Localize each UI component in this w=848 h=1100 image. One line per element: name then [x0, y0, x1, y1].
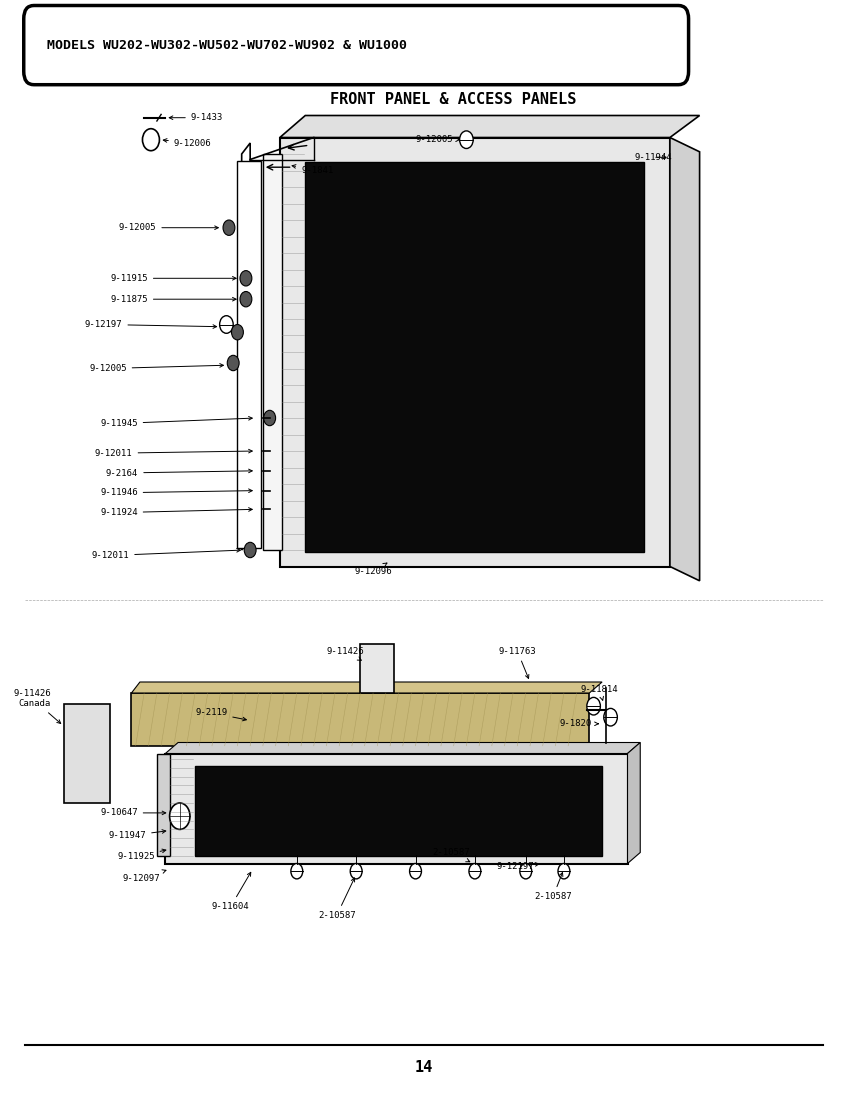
Circle shape	[604, 708, 617, 726]
Text: 9-1433: 9-1433	[170, 113, 223, 122]
Text: 2-10587: 2-10587	[318, 878, 355, 920]
FancyBboxPatch shape	[237, 161, 261, 548]
Text: 9-11945: 9-11945	[100, 417, 252, 428]
Text: 9-10647: 9-10647	[100, 808, 165, 817]
Polygon shape	[670, 138, 700, 581]
Text: 9-12005: 9-12005	[119, 223, 218, 232]
Text: 9-2164: 9-2164	[106, 469, 252, 477]
Circle shape	[240, 271, 252, 286]
Circle shape	[232, 324, 243, 340]
Circle shape	[587, 697, 600, 715]
Text: 9-11915: 9-11915	[110, 274, 236, 283]
Text: 9-12006: 9-12006	[164, 139, 211, 147]
Text: 9-11875: 9-11875	[110, 295, 236, 304]
Text: 9-11925: 9-11925	[117, 849, 166, 861]
Text: 9-11426: 9-11426	[326, 647, 364, 660]
Text: 9-11426
Canada: 9-11426 Canada	[14, 689, 61, 724]
Text: 9-12011: 9-12011	[92, 549, 240, 560]
FancyBboxPatch shape	[280, 138, 670, 566]
Circle shape	[558, 864, 570, 879]
Circle shape	[520, 864, 532, 879]
Circle shape	[227, 355, 239, 371]
FancyBboxPatch shape	[64, 704, 110, 803]
Polygon shape	[131, 682, 602, 693]
Circle shape	[223, 220, 235, 235]
Text: 9-12097: 9-12097	[123, 870, 166, 883]
FancyBboxPatch shape	[195, 766, 602, 856]
Text: 9-12096: 9-12096	[354, 563, 392, 576]
Text: 9-1841: 9-1841	[292, 165, 333, 175]
FancyBboxPatch shape	[263, 154, 282, 550]
Text: 9-11946: 9-11946	[100, 488, 252, 497]
Text: 9-12197: 9-12197	[85, 320, 216, 329]
Polygon shape	[242, 143, 250, 550]
Circle shape	[240, 292, 252, 307]
Circle shape	[350, 864, 362, 879]
Text: 9-11944: 9-11944	[634, 153, 672, 162]
Text: 9-11763: 9-11763	[499, 647, 536, 679]
FancyBboxPatch shape	[24, 6, 689, 85]
Text: 2-10587: 2-10587	[432, 848, 470, 861]
Text: 14: 14	[415, 1059, 433, 1075]
FancyBboxPatch shape	[157, 754, 170, 856]
FancyBboxPatch shape	[131, 693, 589, 746]
Circle shape	[291, 864, 303, 879]
Text: 2-10587: 2-10587	[534, 872, 572, 901]
Text: 9-11814: 9-11814	[581, 685, 618, 701]
Text: 9-12011: 9-12011	[95, 449, 252, 458]
Circle shape	[410, 864, 421, 879]
Text: 9-2119: 9-2119	[195, 708, 247, 720]
Circle shape	[142, 129, 159, 151]
Text: MODELS WU202-WU302-WU502-WU702-WU902 & WU1000: MODELS WU202-WU302-WU502-WU702-WU902 & W…	[47, 39, 407, 52]
Polygon shape	[628, 742, 640, 864]
Circle shape	[264, 410, 276, 426]
Circle shape	[244, 542, 256, 558]
Text: 9-12197: 9-12197	[496, 862, 539, 871]
FancyBboxPatch shape	[305, 162, 644, 552]
Circle shape	[469, 864, 481, 879]
Polygon shape	[165, 742, 640, 754]
Circle shape	[220, 316, 233, 333]
Text: 9-11947: 9-11947	[109, 829, 165, 840]
FancyBboxPatch shape	[165, 754, 628, 864]
FancyBboxPatch shape	[360, 644, 394, 693]
Circle shape	[460, 131, 473, 149]
Circle shape	[170, 803, 190, 829]
Text: 9-11924: 9-11924	[100, 508, 252, 517]
Polygon shape	[280, 116, 700, 138]
Text: 9-12005: 9-12005	[89, 364, 223, 373]
Text: FRONT PANEL & ACCESS PANELS: FRONT PANEL & ACCESS PANELS	[331, 91, 577, 107]
Text: 9-12005: 9-12005	[416, 135, 460, 144]
Text: 9-1820: 9-1820	[560, 719, 598, 728]
Text: 9-11604: 9-11604	[212, 872, 251, 911]
